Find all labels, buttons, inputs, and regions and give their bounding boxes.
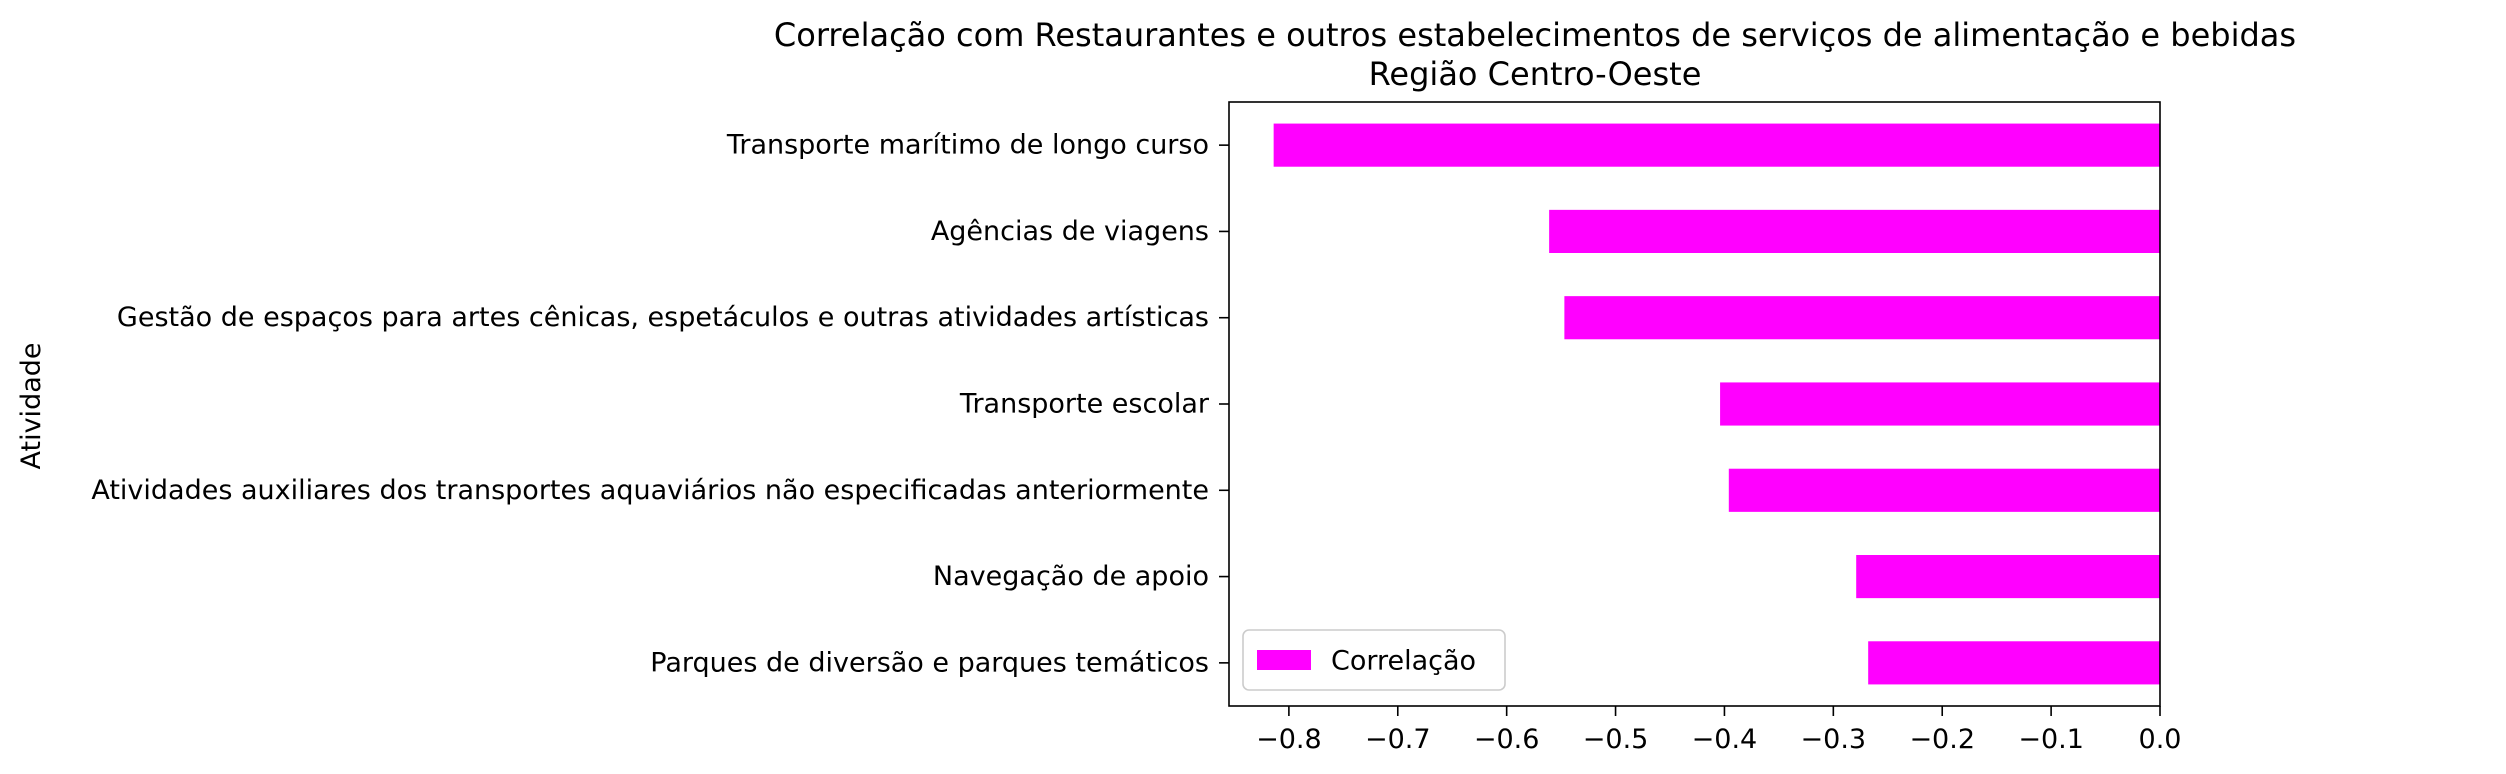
bar [1728, 468, 2160, 512]
x-tick-label: −0.7 [1365, 724, 1431, 755]
x-tick-label: −0.1 [2018, 724, 2084, 755]
x-tick-label: −0.4 [1692, 724, 1758, 755]
bar [1549, 209, 2160, 253]
bar [1856, 555, 2160, 599]
x-tick-label: −0.3 [1801, 724, 1867, 755]
x-tick-label: 0.0 [2139, 724, 2182, 755]
x-tick-label: −0.6 [1474, 724, 1540, 755]
bar [1720, 382, 2160, 426]
bar [1564, 296, 2160, 340]
legend-box [1242, 629, 1506, 691]
legend: Correlação [1242, 629, 1506, 691]
bar [1868, 641, 2160, 685]
y-tick-label: Transporte marítimo de longo curso [726, 130, 1209, 161]
legend-label: Correlação [1331, 646, 1476, 677]
legend-swatch [1257, 650, 1311, 670]
bar [1273, 123, 2160, 167]
x-tick-label: −0.5 [1583, 724, 1649, 755]
chart-title: Correlação com Restaurantes e outros est… [774, 16, 2296, 54]
x-tick-label: −0.8 [1256, 724, 1322, 755]
plot-frame [1228, 101, 2161, 707]
y-tick-label: Transporte escolar [959, 389, 1210, 420]
x-axis-ticks: −0.8 −0.7 −0.6 −0.5 −0.4 −0.3 −0.2 −0.1 0.0 [1256, 706, 2181, 755]
y-tick-label: Parques de diversão e parques temáticos [650, 647, 1209, 678]
x-tick-label: −0.2 [1909, 724, 1975, 755]
y-tick-label: Gestão de espaços para artes cênicas, es… [117, 302, 1209, 333]
y-tick-label: Agências de viagens [931, 216, 1209, 247]
bars-group [1273, 123, 2160, 685]
y-tick-label: Atividades auxiliares dos transportes aq… [91, 475, 1209, 506]
chart-subtitle: Região Centro-Oeste [1369, 55, 1702, 93]
y-axis-label: Atividade [16, 343, 47, 470]
y-axis-ticks: Transporte marítimo de longo curso Agênci… [91, 130, 1229, 678]
y-tick-label: Navegação de apoio [933, 561, 1209, 592]
